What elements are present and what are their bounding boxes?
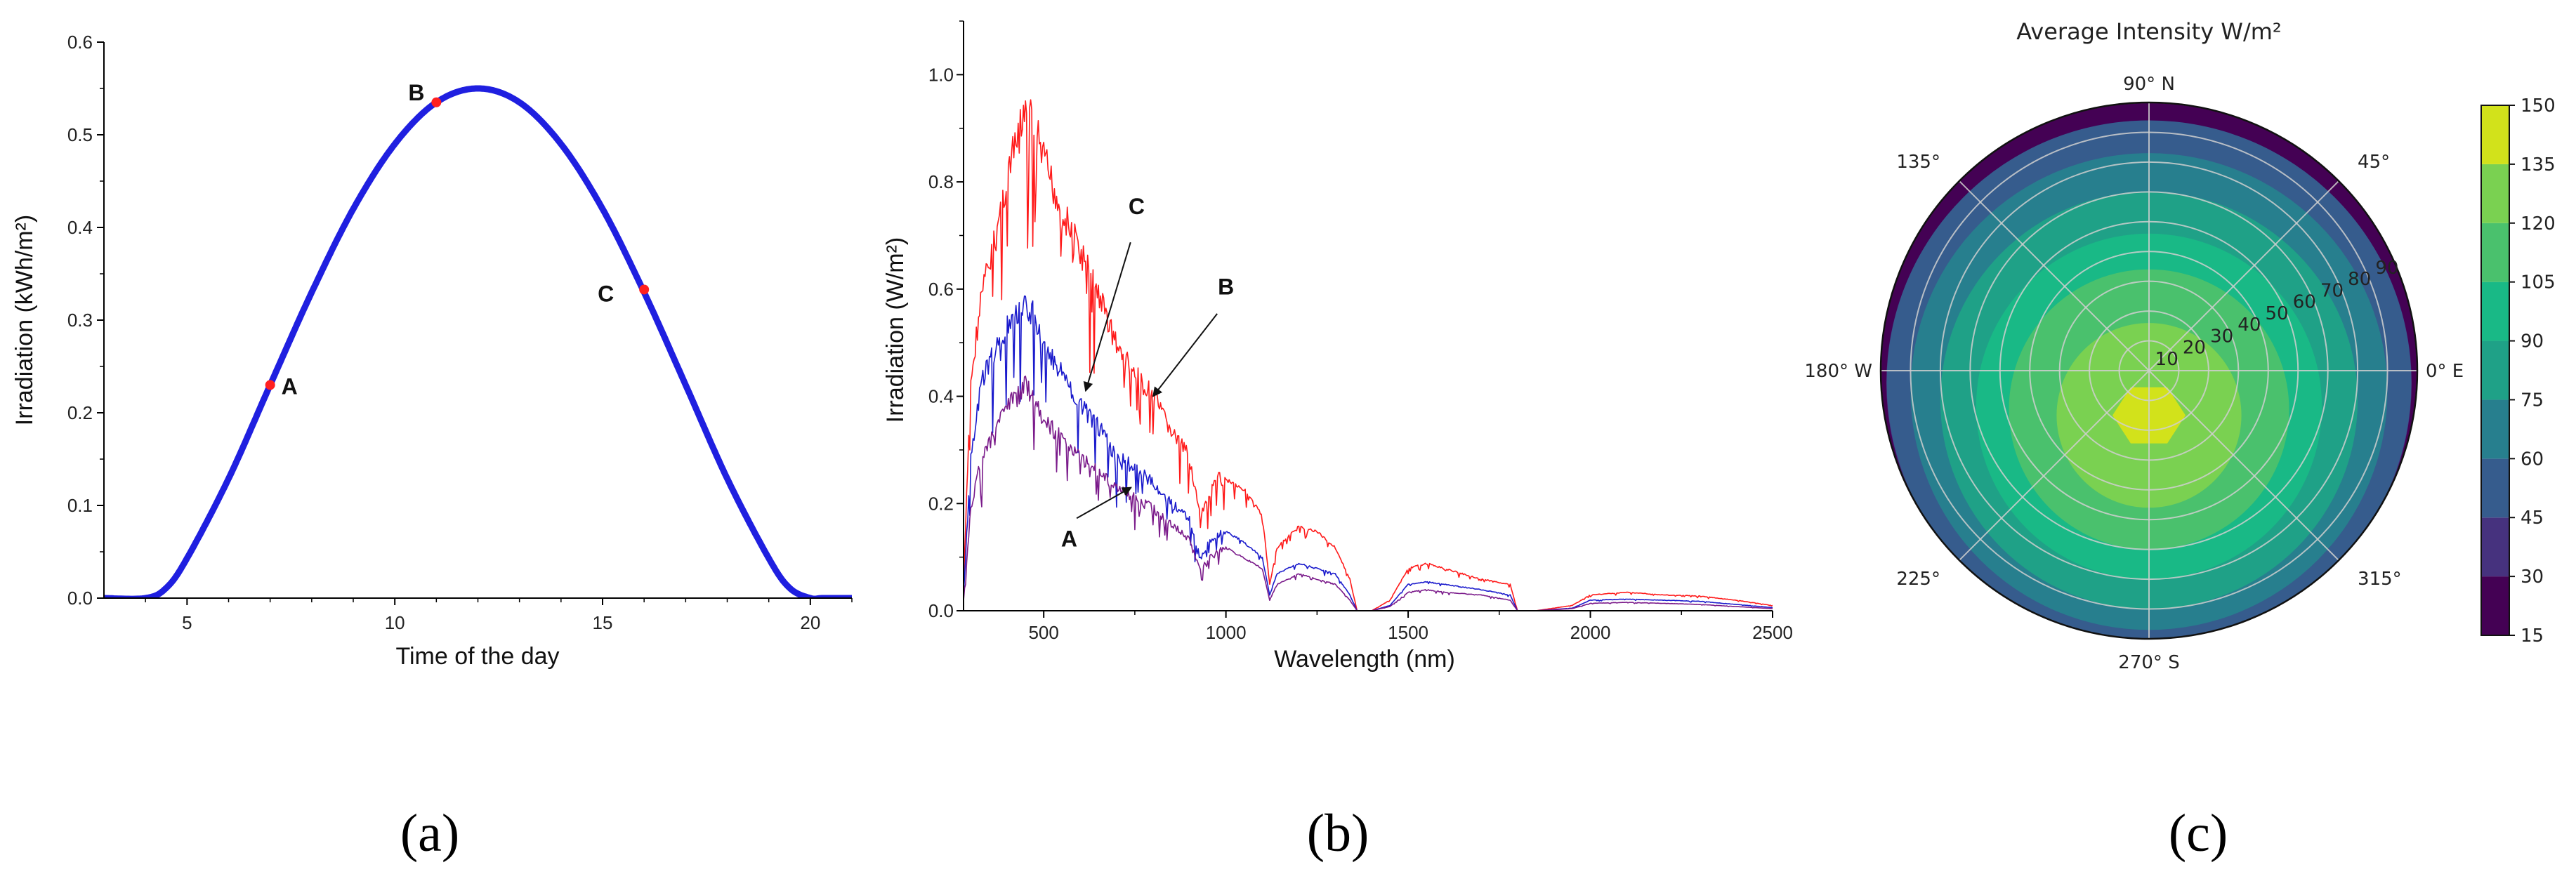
chart-b: 0.0 0.2 0.4 0.6 0.8 1.0 500 1000 1500 2000 2500 A B… — [882, 20, 1793, 863]
chart-a-point-B — [431, 97, 442, 107]
chart-a-ylabel: Irradiation (kWh/m²) — [11, 215, 38, 425]
chart-c-angle-label: 0° E — [2426, 361, 2464, 382]
chart-c-colorbar-tick-label: 120 — [2521, 213, 2556, 234]
chart-a-point-label-A: A — [282, 373, 298, 399]
chart-c-panel-label: (c) — [2169, 804, 2228, 863]
chart-b-y-tick-label: 0.8 — [928, 171, 954, 192]
chart-a-panel-label: (a) — [400, 804, 459, 863]
chart-b-series-C — [964, 295, 1773, 611]
chart-c-colorbar-tick-label: 90 — [2521, 331, 2544, 352]
chart-b-x-tick-label: 1500 — [1388, 622, 1428, 643]
chart-c-colorbar-segment — [2481, 576, 2509, 635]
chart-c-radial-tick-label: 60 — [2293, 292, 2316, 313]
chart-c-angular-gridline — [2148, 370, 2339, 561]
chart-c-colorbar-segment — [2481, 458, 2509, 518]
chart-c-angular-gridline — [2148, 180, 2339, 371]
chart-c-angle-label: 135° — [1896, 152, 1940, 173]
chart-a-y-tick-label: 0.6 — [67, 32, 93, 53]
chart-c-colorbar-segment — [2481, 223, 2509, 282]
chart-a-point-label-B: B — [408, 80, 424, 105]
chart-b-ylabel: Irradiation (W/m²) — [882, 237, 909, 423]
chart-b-y-tick-label: 0.6 — [928, 279, 954, 300]
chart-c-colorbar-frame — [2480, 105, 2510, 636]
chart-a-x-tick-label: 15 — [593, 612, 613, 633]
chart-b-xlabel: Wavelength (nm) — [1274, 646, 1455, 673]
chart-c-radial-tick-label: 30 — [2210, 326, 2233, 347]
chart-c-angular-gridline — [1959, 180, 2150, 371]
chart-c-colorbar-tick-label: 60 — [2521, 449, 2544, 470]
chart-b-annotation-arrow-B — [1152, 313, 1218, 397]
chart-a-xlabel: Time of the day — [395, 643, 559, 670]
chart-c-colorbar-tick-label: 15 — [2521, 625, 2544, 647]
chart-a-series-line — [104, 85, 852, 598]
chart-c-colorbar-segment — [2481, 399, 2509, 459]
chart-a-point-A — [265, 380, 275, 390]
chart-c-angle-label: 45° — [2358, 152, 2390, 173]
chart-c-colorbar-tick-label: 135 — [2521, 154, 2556, 176]
chart-c-angle-label: 225° — [1896, 569, 1940, 590]
chart-c-radial-tick-label: 40 — [2237, 314, 2261, 336]
chart-a-point-label-C: C — [598, 281, 614, 306]
chart-c-colorbar-tick-label: 75 — [2521, 390, 2544, 411]
chart-a-y-tick-label: 0.0 — [67, 588, 93, 609]
chart-a-y-tick-label: 0.3 — [67, 310, 93, 331]
chart-c-colorbar-segment — [2481, 517, 2509, 577]
chart-c-angle-label: 270° S — [2118, 652, 2179, 673]
chart-a-y-tick-label: 0.5 — [67, 124, 93, 145]
chart-c-colorbar-tick-label: 45 — [2521, 508, 2544, 529]
chart-c: Average Intensity W/m² 10203040506070809… — [1804, 18, 2555, 863]
chart-a-y-tick-label: 0.1 — [67, 495, 93, 516]
chart-b-x-tick-label: 2500 — [1752, 622, 1793, 643]
chart-c-angle-label: 180° W — [1804, 361, 1872, 382]
chart-b-annotation-A: A — [1061, 526, 1077, 551]
chart-a-y-tick-label: 0.4 — [67, 217, 93, 238]
chart-a-x-tick-label: 20 — [800, 612, 820, 633]
chart-a: A B C 0.0 0.1 0.2 0.3 0.4 0.5 0.6 5 10 15 20 Time of… — [11, 32, 853, 863]
chart-c-radial-tick-label: 10 — [2155, 349, 2179, 370]
chart-a-point-C — [639, 284, 650, 295]
chart-c-colorbar-tick-label: 105 — [2521, 272, 2556, 293]
chart-c-title: Average Intensity W/m² — [2016, 18, 2281, 45]
chart-b-x-tick-label: 1000 — [1206, 622, 1247, 643]
chart-c-colorbar-segment — [2481, 282, 2509, 341]
chart-a-y-tick-label: 0.2 — [67, 402, 93, 423]
chart-b-annotation-B: B — [1218, 274, 1234, 299]
chart-c-outer-ring — [1879, 101, 2419, 640]
chart-c-colorbar-segment — [2481, 164, 2509, 223]
chart-b-y-tick-label: 0.2 — [928, 493, 954, 514]
chart-c-radial-tick-label: 50 — [2266, 303, 2289, 324]
chart-b-x-tick-label: 2000 — [1570, 622, 1611, 643]
chart-c-radial-tick-label: 20 — [2183, 338, 2206, 359]
chart-b-y-tick-label: 1.0 — [928, 64, 954, 85]
chart-b-annotation-arrow-A — [1076, 486, 1132, 519]
chart-c-radial-tick-label: 80 — [2348, 269, 2371, 290]
chart-c-radial-tick-label: 70 — [2320, 280, 2344, 301]
chart-b-annotation-C: C — [1129, 194, 1145, 219]
chart-a-x-tick-label: 5 — [182, 612, 192, 633]
chart-b-series-A — [964, 376, 1773, 611]
chart-b-annotation-arrow-C — [1083, 241, 1131, 392]
chart-b-y-tick-label: 0.0 — [928, 600, 954, 621]
chart-c-radial-tick-label: 90 — [2375, 258, 2398, 279]
chart-c-colorbar-tick-label: 150 — [2521, 95, 2556, 117]
chart-b-y-tick-label: 0.4 — [928, 386, 954, 407]
chart-b-panel-label: (b) — [1307, 804, 1369, 863]
chart-a-x-tick-label: 10 — [385, 612, 405, 633]
chart-c-angle-label: 315° — [2358, 569, 2402, 590]
chart-c-colorbar-tick-label: 30 — [2521, 567, 2544, 588]
chart-b-series-B — [964, 99, 1773, 611]
chart-c-angle-label: 90° N — [2123, 74, 2175, 95]
chart-b-x-tick-label: 500 — [1028, 622, 1058, 643]
chart-c-angular-gridline — [1959, 370, 2150, 561]
chart-c-colorbar-segment — [2481, 340, 2509, 400]
chart-c-colorbar-segment — [2481, 105, 2509, 164]
